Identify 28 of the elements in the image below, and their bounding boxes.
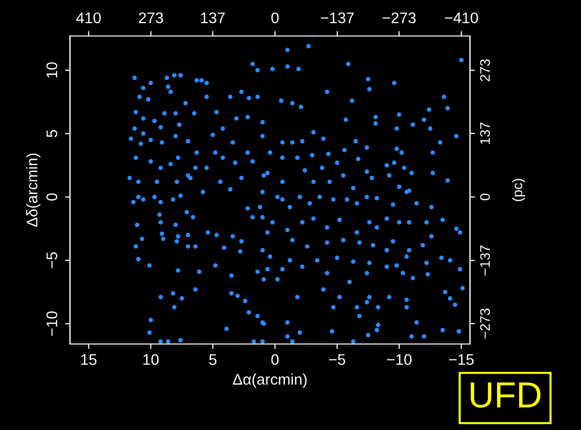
x-tick-label: 0 — [271, 354, 279, 365]
y2-tick-label: 0 — [480, 194, 490, 200]
x2-tick-label: 0 — [271, 12, 279, 24]
x2-tick-label: −273 — [382, 12, 416, 24]
y2-axis-title: (pc) — [512, 178, 526, 202]
y-tick-label: 5 — [46, 130, 58, 138]
x2-tick-label: 410 — [76, 12, 101, 24]
x-tick-label: −10 — [386, 354, 412, 365]
y2-tick-label: −137 — [480, 246, 490, 276]
y-axis-title: Δδ(arcmin) — [26, 154, 40, 227]
x2-tick-label: 137 — [201, 12, 225, 24]
x-tick-label: −5 — [329, 354, 346, 365]
x2-tick-label: −137 — [320, 12, 354, 24]
y-tick-label: −5 — [46, 252, 58, 268]
y2-tick-label: 273 — [480, 59, 490, 82]
x-tick-label: 5 — [209, 354, 216, 365]
x2-tick-label: 273 — [138, 12, 163, 24]
y-tick-label: 0 — [46, 193, 58, 201]
x2-tick-label: −410 — [444, 12, 478, 24]
y-tick-label: 10 — [46, 62, 58, 78]
x-tick-label: 15 — [81, 354, 96, 365]
x-tick-label: 10 — [143, 354, 159, 365]
text: UFD — [470, 382, 540, 408]
x-axis-title: Δα(arcmin) — [232, 374, 307, 388]
y2-tick-label: −273 — [480, 308, 490, 339]
y-tick-label: −10 — [46, 311, 58, 336]
x-tick-label: −15 — [449, 354, 474, 365]
y2-tick-label: 137 — [480, 122, 490, 144]
